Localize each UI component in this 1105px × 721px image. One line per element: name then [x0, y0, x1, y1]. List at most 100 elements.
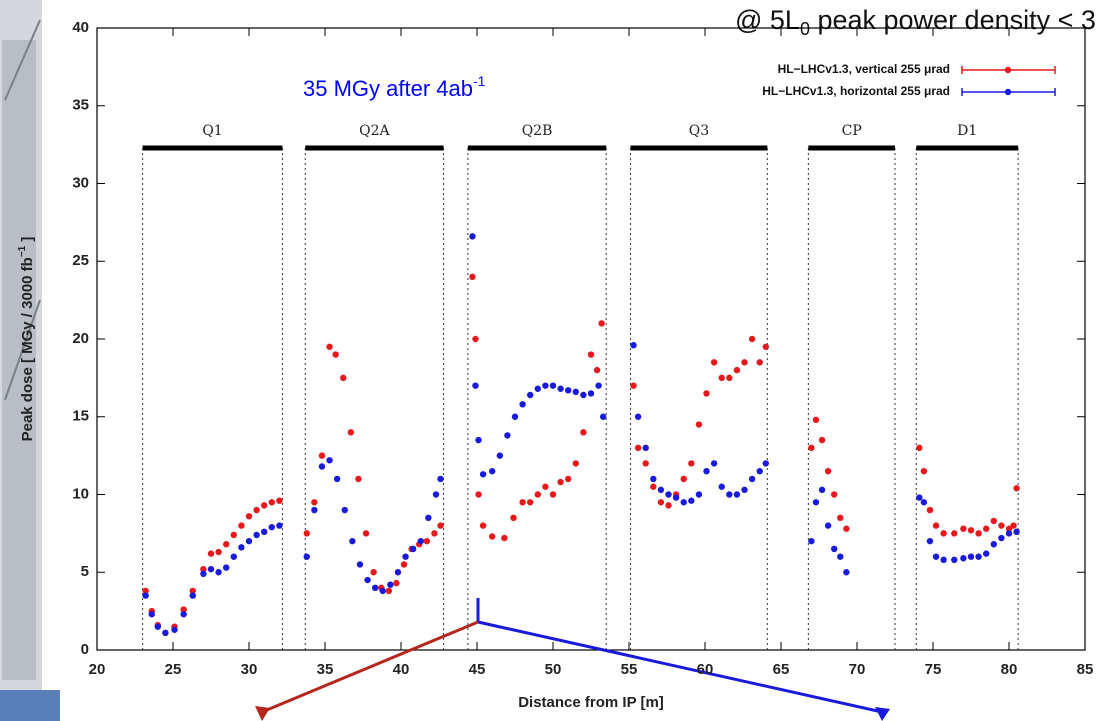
x-tick-label: 25: [165, 661, 182, 678]
y-axis-label: Peak dose [ MGy / 3000 fb−1 ]: [17, 237, 36, 442]
point: [200, 570, 207, 578]
point: [920, 467, 928, 475]
x-tick-label: 65: [773, 661, 790, 678]
point: [393, 579, 400, 587]
point: [245, 513, 253, 520]
point: [932, 522, 940, 529]
point: [1010, 522, 1017, 529]
point: [472, 335, 479, 343]
legend-label: HL−LHCv1.3, horizontal 255 μrad: [762, 84, 950, 98]
point: [527, 499, 534, 506]
point: [695, 491, 703, 498]
point: [303, 530, 310, 537]
point: [672, 494, 680, 501]
point: [479, 471, 487, 478]
point: [370, 569, 377, 576]
point: [469, 233, 476, 240]
point: [695, 421, 703, 428]
point: [489, 533, 496, 540]
point: [818, 486, 826, 494]
point: [916, 444, 923, 452]
point: [400, 561, 408, 568]
point: [496, 452, 503, 459]
point: [808, 444, 815, 452]
point: [843, 569, 850, 576]
point: [142, 592, 149, 599]
point: [318, 452, 326, 459]
point: [253, 531, 260, 539]
point: [549, 491, 557, 498]
point: [733, 366, 741, 374]
point: [207, 550, 215, 557]
point: [960, 555, 967, 562]
point: [983, 550, 990, 557]
point: [387, 581, 394, 588]
point: [180, 611, 187, 618]
point: [527, 391, 534, 399]
magnet-label: Q2B: [522, 123, 553, 139]
point: [326, 343, 333, 350]
point: [951, 530, 958, 537]
point: [634, 444, 642, 452]
point: [534, 385, 541, 392]
point: [268, 523, 275, 531]
point: [549, 382, 557, 389]
x-tick-label: 55: [621, 661, 638, 678]
point: [171, 626, 178, 633]
point: [332, 351, 339, 358]
x-tick-label: 85: [1077, 661, 1094, 678]
point: [341, 506, 348, 514]
point: [437, 522, 444, 529]
point: [475, 491, 482, 498]
point: [940, 556, 947, 564]
point: [200, 565, 207, 573]
point: [748, 335, 756, 343]
point: [967, 527, 975, 534]
point: [998, 534, 1005, 542]
left-fragment: [0, 0, 60, 721]
y-tick-label: 20: [72, 330, 89, 347]
point: [926, 506, 934, 514]
point: [818, 436, 826, 444]
point: [542, 483, 549, 490]
point: [718, 483, 725, 490]
point: [261, 502, 268, 509]
x-tick-label: 30: [241, 661, 258, 678]
title: @ 5L0 peak power density < 3 mW/cm: [735, 5, 1105, 39]
point: [726, 491, 733, 498]
point: [837, 514, 844, 522]
point: [1005, 525, 1013, 532]
point: [230, 553, 237, 560]
point: [599, 413, 607, 420]
point: [355, 475, 362, 483]
point: [402, 553, 409, 560]
point: [688, 497, 695, 504]
point: [475, 436, 482, 444]
point: [920, 499, 928, 506]
point: [207, 565, 215, 573]
point: [824, 522, 832, 529]
y-label-rest: ]: [19, 237, 36, 246]
point: [741, 486, 748, 494]
point: [565, 475, 572, 483]
point: [595, 382, 602, 389]
y-tick-label: 40: [72, 19, 89, 36]
point: [975, 553, 982, 560]
point: [230, 531, 237, 539]
y-tick-label: 30: [72, 174, 89, 191]
y-tick-label: 10: [72, 485, 89, 502]
point: [362, 530, 370, 537]
point: [349, 537, 356, 545]
x-tick-label: 35: [317, 661, 334, 678]
point: [394, 569, 402, 576]
point: [223, 564, 230, 571]
point: [657, 486, 665, 494]
point: [238, 522, 245, 529]
magnet-label: CP: [842, 123, 862, 139]
point: [990, 517, 997, 525]
point: [831, 491, 838, 498]
point: [432, 491, 440, 498]
title-rest: peak power density < 3 mW/cm: [810, 5, 1105, 35]
title-sub: 0: [800, 19, 810, 39]
series: [142, 273, 1020, 637]
